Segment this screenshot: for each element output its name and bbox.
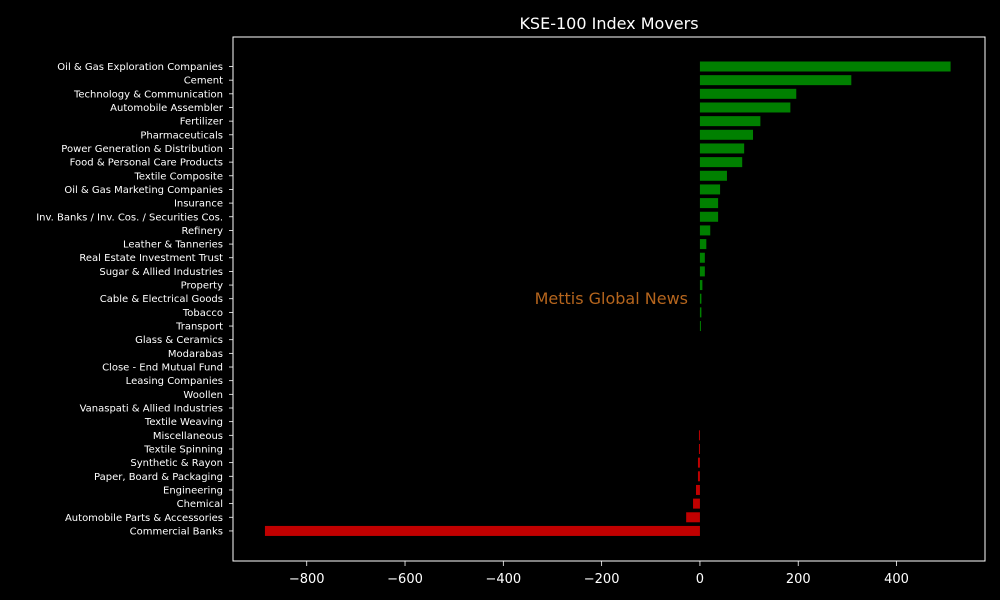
chart-title: KSE-100 Index Movers — [519, 14, 698, 33]
category-label: Synthetic & Rayon — [130, 458, 223, 469]
bar — [697, 457, 700, 468]
bar — [699, 266, 705, 277]
bar — [699, 61, 951, 72]
category-label: Leasing Companies — [126, 376, 223, 387]
bar — [699, 239, 707, 250]
category-label: Inv. Banks / Inv. Cos. / Securities Cos. — [36, 212, 223, 223]
bar — [693, 498, 700, 509]
category-label: Engineering — [163, 485, 223, 496]
bar — [699, 88, 797, 99]
x-tick-label: −600 — [387, 572, 423, 587]
bar — [699, 211, 719, 222]
category-label: Power Generation & Distribution — [61, 144, 223, 155]
category-label: Pharmaceuticals — [140, 130, 223, 141]
category-label: Textile Spinning — [143, 444, 223, 455]
category-label: Cement — [184, 76, 223, 87]
bar — [699, 102, 791, 113]
x-tick-label: −200 — [584, 572, 620, 587]
bar — [699, 198, 719, 209]
category-label: Real Estate Investment Trust — [79, 253, 223, 264]
bar — [699, 307, 702, 318]
bars-group — [264, 61, 951, 536]
bar — [698, 430, 700, 441]
bar — [699, 129, 754, 140]
category-label: Leather & Tanneries — [123, 240, 223, 251]
category-label: Tobacco — [182, 308, 223, 319]
category-label: Cable & Electrical Goods — [100, 294, 223, 305]
category-label: Automobile Parts & Accessories — [65, 513, 223, 524]
bar — [699, 293, 702, 304]
x-tick-label: 200 — [786, 572, 811, 587]
category-label: Property — [181, 281, 223, 292]
x-tick-label: −800 — [289, 572, 325, 587]
bar — [686, 512, 700, 523]
bar — [699, 157, 743, 168]
category-label: Textile Composite — [134, 171, 223, 182]
category-label: Textile Weaving — [144, 417, 223, 428]
category-label: Food & Personal Care Products — [70, 158, 223, 169]
category-label: Commercial Banks — [130, 526, 223, 537]
category-label: Fertilizer — [180, 117, 224, 128]
bar — [699, 75, 852, 86]
watermark-text: Mettis Global News — [535, 289, 688, 308]
bar — [699, 184, 721, 195]
category-label: Sugar & Allied Industries — [99, 267, 223, 278]
x-axis: −800 −600 −400 −200 0 200 400 — [289, 561, 909, 587]
category-label: Automobile Assembler — [110, 103, 224, 114]
category-label: Chemical — [177, 499, 223, 510]
bar — [698, 443, 700, 454]
category-label: Insurance — [174, 199, 223, 210]
category-label: Technology & Communication — [73, 89, 223, 100]
category-labels: Oil & Gas Exploration Companies Cement Tec… — [36, 62, 233, 537]
bar — [699, 170, 727, 181]
x-tick-label: 400 — [884, 572, 909, 587]
bar — [699, 116, 761, 127]
category-label: Transport — [175, 322, 223, 333]
x-tick-label: −400 — [485, 572, 521, 587]
x-tick-label: 0 — [696, 572, 704, 587]
category-label: Oil & Gas Marketing Companies — [64, 185, 223, 196]
category-label: Paper, Board & Packaging — [94, 472, 223, 483]
bar — [699, 225, 711, 236]
category-label: Vanaspati & Allied Industries — [80, 404, 223, 415]
category-label: Miscellaneous — [153, 431, 223, 442]
bar — [699, 143, 745, 154]
bar — [699, 252, 705, 263]
category-label: Modarabas — [168, 349, 223, 360]
category-label: Close - End Mutual Fund — [102, 363, 223, 374]
bar — [695, 484, 700, 495]
bar — [699, 321, 701, 332]
category-label: Refinery — [182, 226, 224, 237]
bar — [699, 280, 703, 291]
bar — [264, 525, 700, 536]
category-label: Glass & Ceramics — [135, 335, 223, 346]
category-label: Woollen — [183, 390, 223, 401]
category-label: Oil & Gas Exploration Companies — [57, 62, 223, 73]
bar — [697, 471, 700, 482]
